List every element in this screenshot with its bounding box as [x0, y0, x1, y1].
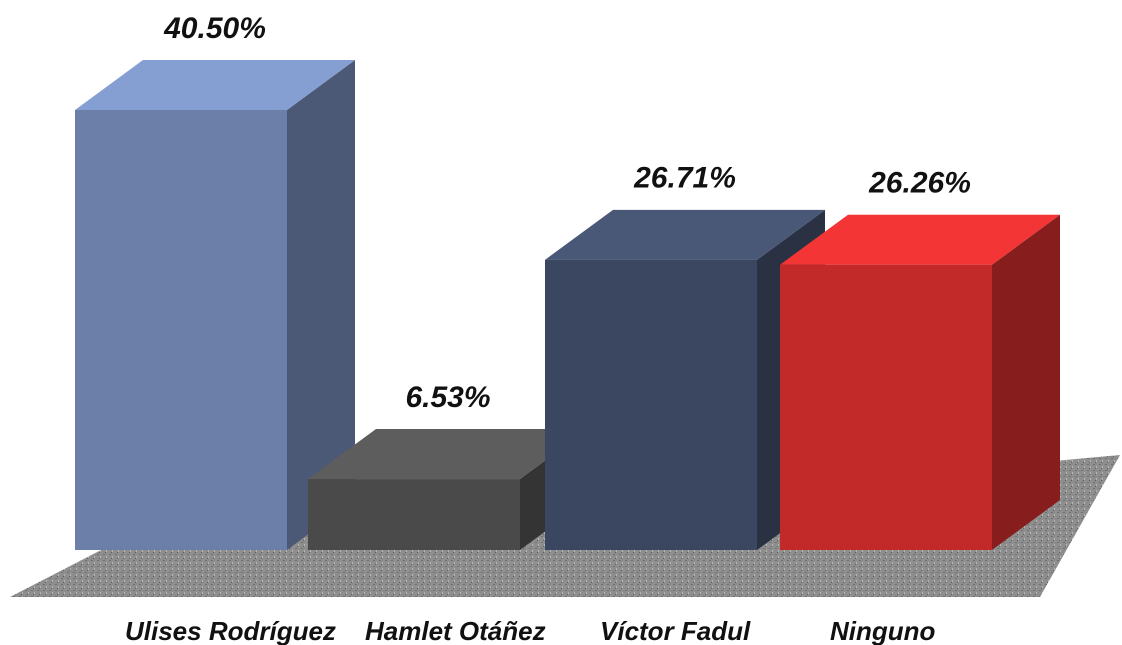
x-tick-label: Víctor Fadul [600, 616, 751, 645]
bar [780, 265, 992, 550]
chart: 40.50% Ulises Rodríguez 6.53% Hamlet Otáñez… [0, 0, 1122, 645]
x-tick-label: Ninguno [830, 616, 936, 645]
bar [308, 479, 520, 550]
bars [75, 60, 1060, 550]
x-tick-label: Hamlet Otáñez [365, 616, 546, 645]
bar [75, 110, 287, 550]
bar-side [992, 215, 1060, 550]
value-label: 26.26% [868, 167, 971, 200]
value-label: 40.50% [163, 12, 266, 45]
value-label: 26.71% [633, 162, 736, 195]
bar [545, 260, 757, 550]
x-tick-label: Ulises Rodríguez [125, 616, 336, 645]
value-label: 6.53% [405, 381, 490, 414]
